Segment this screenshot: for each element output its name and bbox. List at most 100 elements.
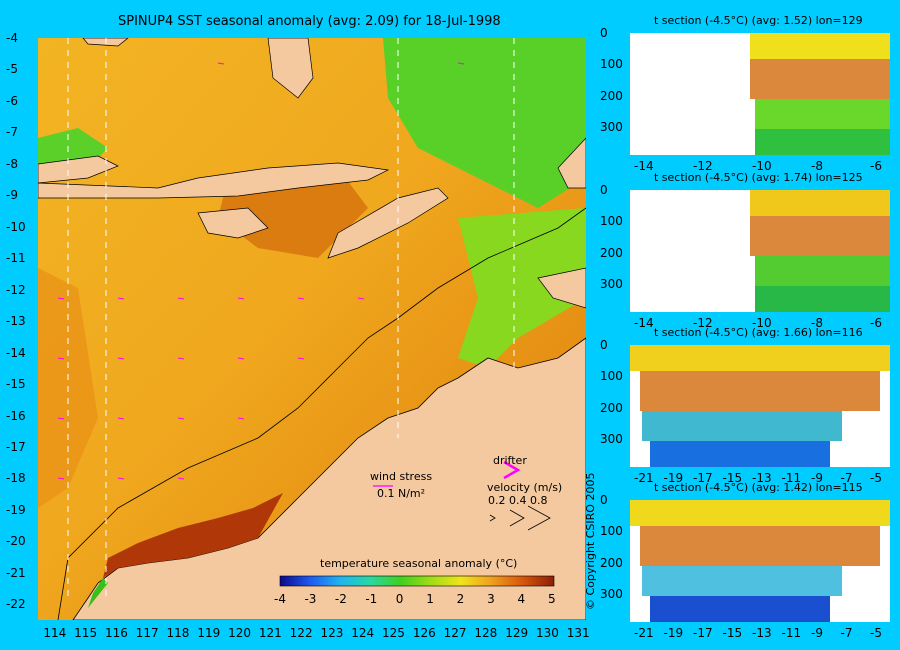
colorbar-tick: -3	[304, 592, 317, 606]
section-y-tick: 100	[600, 369, 623, 384]
section-x-tick: -9	[811, 626, 823, 640]
island-chain-nusa-tenggara	[38, 162, 390, 199]
section-plot-canvas	[630, 500, 890, 622]
section-x-tick: -5	[870, 471, 882, 485]
section-x-tick: -10	[752, 316, 772, 330]
section-y-tick: 300	[600, 431, 623, 446]
velocity-label: velocity (m/s)	[487, 481, 563, 494]
section-y-tick: 200	[600, 400, 623, 415]
island-sumba	[197, 207, 269, 239]
map-x-tick: 130	[535, 626, 559, 640]
velocity-values: 0.2 0.4 0.8	[488, 494, 548, 507]
map-y-tick: -13	[6, 314, 26, 329]
colorbar-tick: 1	[426, 592, 434, 606]
map-y-tick: -6	[6, 93, 18, 108]
section-x-tick: -14	[634, 316, 654, 330]
section-title: t section (-4.5°C) (avg: 1.52) lon=129	[654, 14, 863, 27]
colorbar-tick: 3	[487, 592, 495, 606]
section-y-tick: 0	[600, 338, 608, 352]
map-y-tick: -15	[6, 377, 26, 392]
section-plot	[630, 500, 890, 622]
section-plot	[630, 33, 890, 155]
map-x-tick: 129	[505, 626, 529, 640]
map-y-tick: -7	[6, 125, 18, 140]
map-y-tick: -14	[6, 345, 26, 360]
map-y-tick: -21	[6, 565, 26, 580]
section-y-tick: 0	[600, 26, 608, 40]
cool-region-north	[383, 38, 586, 208]
section-x-tick: -11	[781, 471, 802, 485]
map-y-tick: -17	[6, 439, 26, 454]
section-x-tick: -15	[722, 626, 743, 640]
island-java	[38, 155, 119, 184]
map-x-tick: 120	[228, 626, 252, 640]
cool-region-east	[458, 208, 586, 368]
colorbar-tick: 4	[517, 592, 526, 606]
map-y-tick: -12	[6, 282, 26, 297]
island-tanimbar	[537, 267, 586, 309]
section-x-tick: -10	[752, 159, 772, 173]
section-x-tick: -12	[693, 159, 713, 173]
map-y-tick: -19	[6, 502, 26, 517]
colorbar-tick: 5	[548, 592, 556, 606]
map-x-tick: 131	[566, 626, 590, 640]
section-y-tick: 100	[600, 214, 623, 229]
drifter-icon	[503, 460, 521, 480]
section-x-tick: -7	[840, 471, 853, 485]
section-plot-canvas	[630, 33, 890, 155]
section-x-tick: -17	[693, 626, 713, 640]
coastal-cool-strip	[88, 578, 108, 608]
map-x-tick: 127	[443, 626, 467, 640]
colorbar-title: temperature seasonal anomaly (°C)	[320, 557, 518, 570]
copyright-text: © Copyright CSIRO 2005	[584, 472, 597, 610]
map-title: SPINUP4 SST seasonal anomaly (avg: 2.09)…	[118, 14, 501, 29]
coastal-hot-band	[103, 493, 283, 578]
section-x-tick: -6	[870, 316, 882, 330]
map-y-tick: -16	[6, 408, 26, 423]
section-x-tick: -9	[811, 471, 823, 485]
island-sulawesi	[267, 38, 314, 99]
map-x-tick: 124	[351, 626, 375, 640]
section-x-tick: -6	[870, 159, 882, 173]
section-y-tick: 300	[600, 119, 623, 134]
colorbar-tick: -4	[274, 592, 286, 606]
map-y-tick: -10	[6, 219, 26, 234]
drifter-label: drifter	[493, 454, 527, 467]
velocity-scale-arrows	[489, 505, 551, 531]
map-x-tick: 121	[258, 626, 282, 640]
island-timor	[327, 187, 449, 259]
section-y-tick: 300	[600, 586, 623, 601]
section-title: t section (-4.5°C) (avg: 1.74) lon=125	[654, 171, 863, 184]
section-x-tick: -14	[634, 159, 654, 173]
sst-map	[38, 38, 586, 620]
section-x-tick: -21	[634, 471, 654, 485]
map-y-tick: -8	[6, 156, 18, 171]
bathymetry-contour	[57, 207, 586, 620]
map-y-tick: -22	[6, 597, 26, 612]
map-x-tick: 114	[43, 626, 67, 640]
section-plot	[630, 190, 890, 312]
map-y-tick: -4	[6, 31, 18, 45]
section-y-tick: 0	[600, 183, 608, 197]
map-x-tick: 128	[474, 626, 498, 640]
australia-land	[72, 337, 586, 620]
colorbar-tick: 0	[395, 592, 404, 606]
island-new-guinea	[557, 137, 586, 189]
section-y-tick: 200	[600, 88, 623, 103]
map-y-tick: -5	[6, 62, 18, 77]
map-x-tick: 123	[320, 626, 344, 640]
map-x-tick: 118	[166, 626, 190, 640]
section-x-tick: -19	[663, 471, 684, 485]
section-plot-canvas	[630, 190, 890, 312]
map-x-tick: 119	[197, 626, 221, 640]
section-title: t section (-4.5°C) (avg: 1.66) lon=116	[654, 326, 863, 339]
section-title: t section (-4.5°C) (avg: 1.42) lon=115	[654, 481, 863, 494]
section-y-tick: 200	[600, 555, 623, 570]
section-x-tick: -13	[752, 471, 772, 485]
map-x-tick: 122	[289, 626, 313, 640]
section-x-tick: -12	[693, 316, 713, 330]
map-y-tick: -11	[6, 251, 26, 266]
section-x-tick: -15	[722, 471, 743, 485]
section-y-tick: 0	[600, 493, 608, 507]
map-y-tick: -20	[6, 534, 26, 549]
